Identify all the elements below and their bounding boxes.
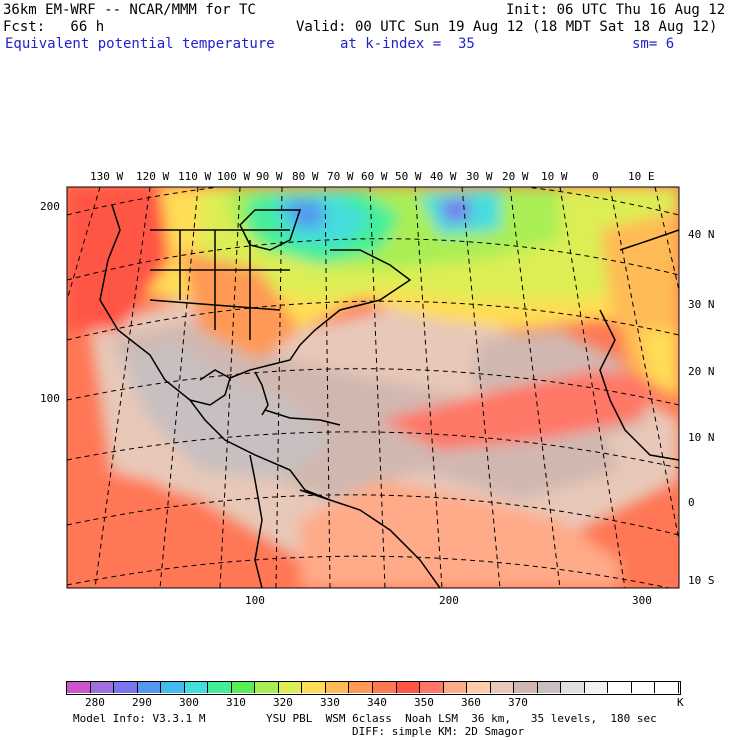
colorbar-swatch [137,682,162,693]
lon-label: 90 W [256,170,283,183]
colorbar-swatch [443,682,468,693]
colorbar-tick-label: 320 [273,696,293,709]
colorbar-tick-label: 300 [179,696,199,709]
colorbar-swatch [655,682,679,693]
colorbar-swatch [255,682,279,693]
colorbar-tick-label: 350 [414,696,434,709]
physics-line-1: YSU PBL WSM 6class Noah LSM 36 km, 35 le… [266,712,657,725]
colorbar-swatch [514,682,538,693]
field-name: Equivalent potential temperature [5,36,275,52]
colorbar-swatch [278,682,303,693]
forecast-hour: Fcst: 66 h [3,19,105,35]
coastlines [99,204,679,588]
lon-label: 0 [592,170,599,183]
colorbar-swatch [490,682,515,693]
colorbar-swatch [561,682,585,693]
lon-label: 10 W [541,170,568,183]
colorbar-swatch [184,682,209,693]
grid-y-label: 100 [40,392,60,405]
colorbar-tick-label: 360 [461,696,481,709]
lon-label: 80 W [292,170,319,183]
grid-x-label: 300 [632,594,652,607]
lon-label: 20 W [502,170,529,183]
grid-x-label: 200 [439,594,459,607]
grid-y-label: 200 [40,200,60,213]
lon-label: 110 W [178,170,212,183]
lat-label: 30 N [688,298,715,311]
colorbar-swatch [231,682,256,693]
lon-label: 40 W [430,170,457,183]
colorbar-tick-label: 330 [320,696,340,709]
lat-label: 40 N [688,228,715,241]
lon-label: 50 W [395,170,422,183]
colorbar-swatch [420,682,444,693]
colorbar-swatch [114,682,138,693]
lat-label: 20 N [688,365,715,378]
colorbar-swatch [467,682,491,693]
colorbar-swatch [208,682,232,693]
lon-label: 100 W [217,170,251,183]
smoothing-label: sm= 6 [632,36,675,52]
colorbar-swatch [325,682,350,693]
colorbar-frame [66,681,681,695]
colorbar-swatch [349,682,373,693]
colorbar-tick-label: 280 [85,696,105,709]
graticule [67,187,679,588]
colorbar-tick-label: 370 [508,696,528,709]
colorbar-tick-label: 310 [226,696,246,709]
model-title: 36km EM-WRF -- NCAR/MMM for TC [3,2,256,18]
colorbar-swatch [608,682,632,693]
colorbar-tick-label: 290 [132,696,152,709]
lat-label: 10 N [688,431,715,444]
lat-label: 0 [688,496,695,509]
colorbar-swatch [537,682,562,693]
colorbar-swatch [302,682,326,693]
lon-label: 120 W [136,170,170,183]
level-label: at k-index = 35 [340,36,475,52]
valid-time: Valid: 00 UTC Sun 19 Aug 12 (18 MDT Sat … [296,19,718,35]
colorbar-swatch [67,682,91,693]
grid-x-label: 100 [245,594,265,607]
lon-label: 30 W [466,170,493,183]
physics-line-2: DIFF: simple KM: 2D Smagor [352,725,525,738]
lon-label: 70 W [327,170,354,183]
colorbar-swatch [584,682,609,693]
map-frame [66,186,680,589]
lat-label: 10 S [688,574,715,587]
model-info: Model Info: V3.3.1 M [73,712,206,725]
lon-label: 130 W [90,170,124,183]
colorbar-tick-label: 340 [367,696,387,709]
colorbar-units: K [677,696,684,709]
init-time: Init: 06 UTC Thu 16 Aug 12 [506,2,726,18]
theta-e-field [67,187,679,588]
colorbar-swatch [373,682,397,693]
colorbar-swatch [631,682,656,693]
lon-label: 10 E [628,170,655,183]
colorbar-swatch [90,682,115,693]
colorbar-swatch [396,682,421,693]
colorbar-swatch [161,682,185,693]
lon-label: 60 W [361,170,388,183]
